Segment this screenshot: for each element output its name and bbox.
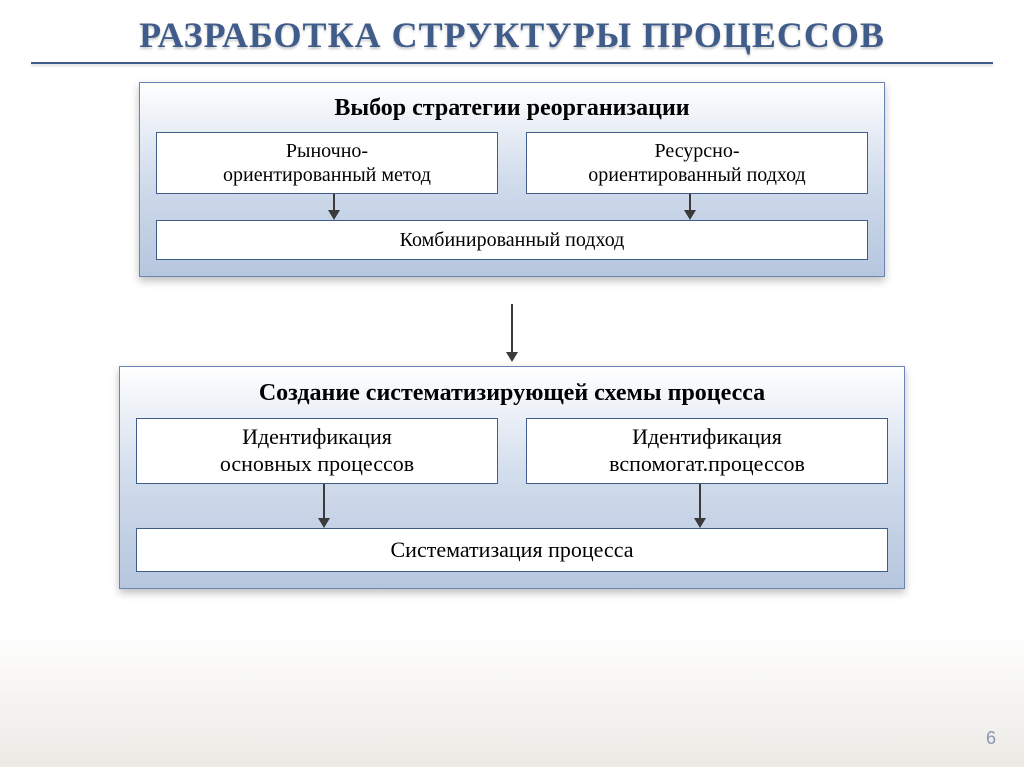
panel-strategy-title: Выбор стратегии реорганизации bbox=[156, 95, 868, 122]
box-ident-main: Идентификация основных процессов bbox=[136, 418, 498, 484]
box-ident-aux-line2: вспомогат.процессов bbox=[609, 451, 805, 477]
title-underline bbox=[31, 62, 994, 64]
box-ident-aux: Идентификация вспомогат.процессов bbox=[526, 418, 888, 484]
panel-schema-arrow-row bbox=[136, 484, 888, 528]
box-market-line1: Рыночно- bbox=[286, 139, 368, 163]
panel-strategy: Выбор стратегии реорганизации Рыночно- о… bbox=[139, 82, 885, 277]
box-systematize-text: Систематизация процесса bbox=[391, 537, 634, 563]
page-number: 6 bbox=[986, 728, 996, 749]
box-ident-aux-line1: Идентификация bbox=[632, 424, 782, 450]
box-resource-line1: Ресурсно- bbox=[654, 139, 739, 163]
panel-schema-title-text: Создание систематизирующей схемы процесс… bbox=[259, 380, 765, 406]
panel-schema-row: Идентификация основных процессов Идентиф… bbox=[136, 418, 888, 484]
panel-schema: Создание систематизирующей схемы процесс… bbox=[119, 366, 905, 589]
title-block: РАЗРАБОТКА СТРУКТУРЫ ПРОЦЕССОВ bbox=[0, 0, 1024, 64]
box-ident-main-line1: Идентификация bbox=[242, 424, 392, 450]
box-combined-text: Комбинированный подход bbox=[400, 228, 625, 252]
panel-strategy-arrow-row bbox=[156, 194, 868, 220]
box-systematize: Систематизация процесса bbox=[136, 528, 888, 572]
panel-schema-title: Создание систематизирующей схемы процесс… bbox=[252, 379, 772, 408]
box-resource-line2: ориентированный подход bbox=[588, 163, 805, 187]
slide-title: РАЗРАБОТКА СТРУКТУРЫ ПРОЦЕССОВ bbox=[139, 14, 885, 60]
box-combined-approach: Комбинированный подход bbox=[156, 220, 868, 260]
box-market-method: Рыночно- ориентированный метод bbox=[156, 132, 498, 194]
box-market-line2: ориентированный метод bbox=[223, 163, 431, 187]
panel-strategy-row: Рыночно- ориентированный метод Ресурсно-… bbox=[156, 132, 868, 194]
slide-canvas: РАЗРАБОТКА СТРУКТУРЫ ПРОЦЕССОВ Выбор стр… bbox=[0, 0, 1024, 767]
box-resource-approach: Ресурсно- ориентированный подход bbox=[526, 132, 868, 194]
box-ident-main-line2: основных процессов bbox=[220, 451, 414, 477]
slide-title-text: РАЗРАБОТКА СТРУКТУРЫ ПРОЦЕССОВ bbox=[139, 15, 885, 55]
